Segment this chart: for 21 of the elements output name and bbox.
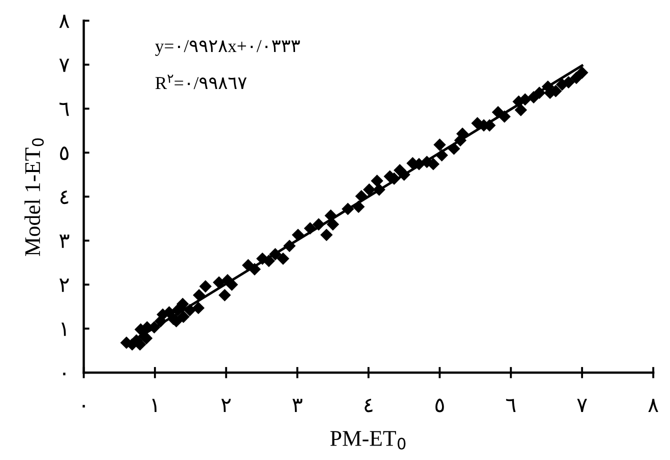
y-tick-label: ٠ [63,372,66,376]
annotation: y=٠/٩٩٢٨x+٠/٠٣٣٣ [155,40,300,56]
x-tick-label: ٠ [82,404,85,408]
x-tick-label: ٦ [506,398,516,412]
x-tick-label: ٧ [577,398,588,412]
x-tick-label: ٣ [292,398,302,412]
x-tick-label: ٨ [648,398,658,412]
y-tick-label: ٤ [60,190,68,204]
y-tick-label: ١ [62,322,66,336]
x-axis-title: PM-ET$_{0}$ [330,431,406,450]
y-tick-label: ٨ [59,14,70,28]
y-tick-label: ٥ [60,146,68,160]
x-tick-label: ٥ [435,398,444,412]
x-tick-label: ١ [152,398,156,412]
y-tick-label: ٢ [60,278,69,292]
x-tick-label: ٤ [364,398,372,412]
y-tick-label: ٦ [60,102,69,116]
y-tick-label: ٧ [59,58,70,72]
y-axis-title: Model 1-ET$_{0}$ [24,138,44,256]
y-tick-label: ٣ [59,234,70,248]
x-tick-label: ٢ [221,398,231,412]
